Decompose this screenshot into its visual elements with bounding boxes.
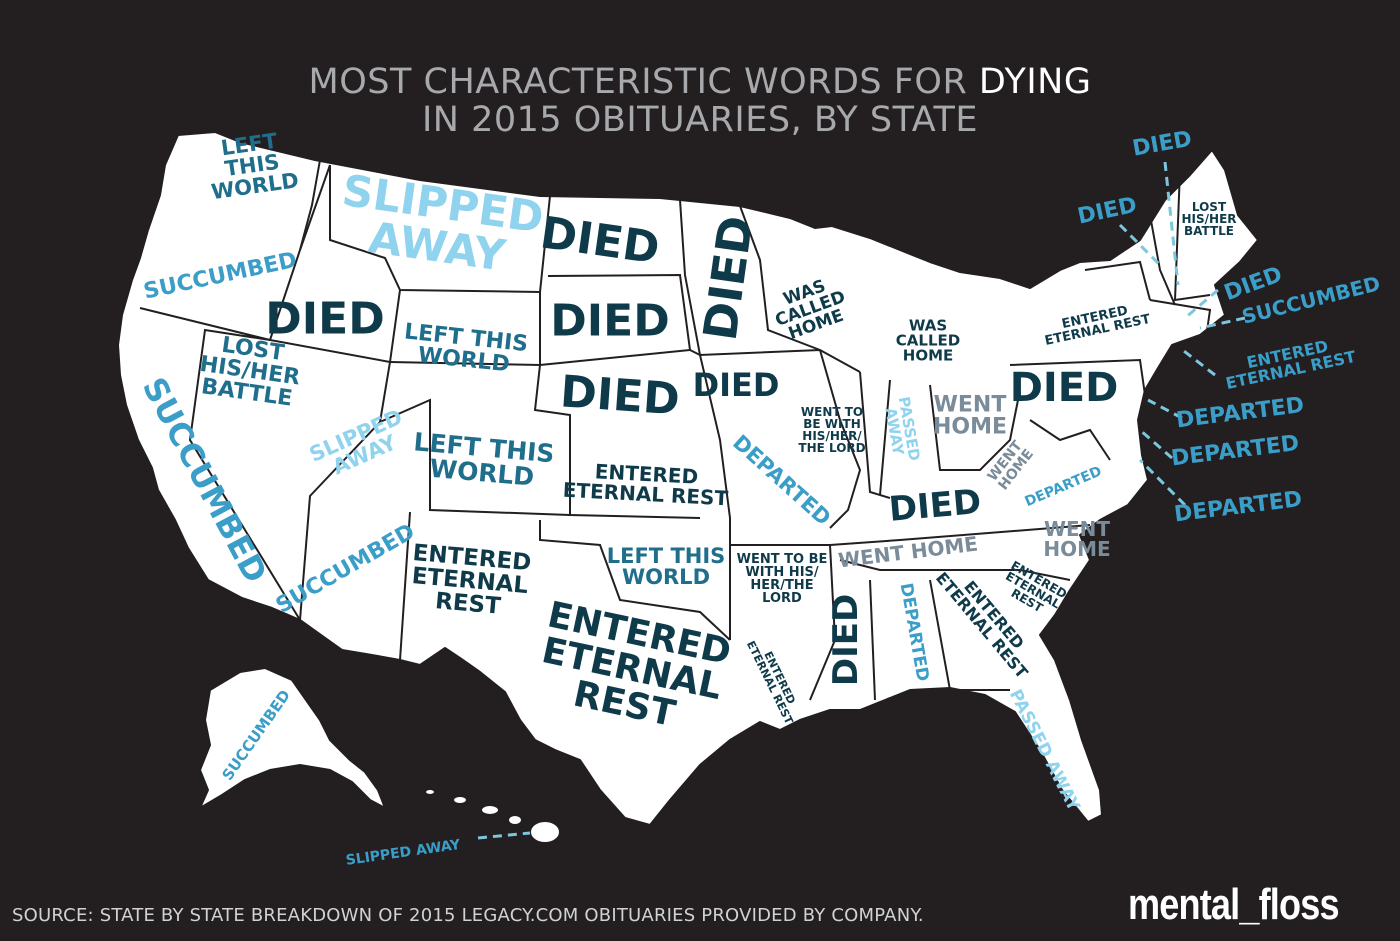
state-label-il-line: WENT TO: [801, 405, 863, 419]
state-label-sd-line: DIED: [550, 295, 669, 346]
land-masses: [117, 131, 1259, 844]
state-label-ar: WENT TO BE WITH HIS/HER/THE LORD: [737, 552, 828, 606]
state-label-nj-line: DEPARTED: [1175, 393, 1306, 433]
state-label-ms: DIED: [826, 594, 866, 686]
state-label-ky-line: DIED: [887, 482, 982, 530]
state-label-id-line: DIED: [265, 293, 384, 344]
state-label-vt-line: DIED: [1075, 193, 1139, 230]
state-label-ar-line: WITH HIS/: [745, 565, 819, 580]
map-subtitle: IN 2015 OBITUARIES, BY STATE: [421, 100, 979, 140]
state-label-il-line: BE WITH: [803, 417, 860, 431]
leader-lines: [477, 161, 1246, 840]
state-label-il-line: THE LORD: [798, 441, 865, 455]
state-label-mi-line: CALLED: [896, 331, 960, 349]
state-label-mi-line: WAS: [909, 316, 947, 334]
state-label-nc: WENT HOME: [1043, 517, 1110, 561]
source-note: SOURCE: STATE BY STATE BREAKDOWN OF 2015…: [12, 905, 924, 926]
state-label-nh-line: DIED: [1131, 127, 1194, 162]
hawaii-islands: [424, 788, 561, 844]
contiguous-us-shape: [117, 131, 1259, 826]
state-label-mi-line: HOME: [903, 346, 953, 364]
state-label-pa-line: DIED: [1010, 365, 1119, 411]
state-label-oh-line: WENT: [934, 393, 1007, 418]
state-label-oh: WENT HOME: [933, 393, 1007, 440]
state-label-ok: LEFT THIS WORLD: [607, 544, 726, 589]
state-borders: [139, 159, 1212, 701]
title-line1-prefix: MOST CHARACTERISTIC WORDS FOR: [308, 62, 979, 102]
state-label-vt: DIED: [1075, 193, 1139, 230]
state-label-nv: LOSTHIS/HERBATTLE: [195, 330, 305, 412]
state-label-ar-line: LORD: [762, 591, 802, 606]
state-label-id: DIED: [265, 293, 384, 344]
state-label-me: LOST HIS/HER BATTLE: [1181, 200, 1236, 238]
state-label-me-line: HIS/HER: [1181, 212, 1236, 226]
state-label-ks-line: ENTERED: [594, 459, 698, 488]
state-label-ct: ENTEREDETERNAL REST: [1221, 331, 1358, 393]
state-label-hi: SLIPPED AWAY: [345, 837, 462, 869]
state-label-oh-line: HOME: [933, 415, 1007, 440]
state-label-me-line: LOST: [1192, 200, 1227, 214]
state-label-ne-line: DIED: [559, 366, 682, 425]
state-label-il: WENT TO BE WITH HIS/HER/THE LORD: [798, 405, 865, 455]
state-label-md-line: DEPARTED: [1173, 487, 1304, 527]
state-label-ar-line: WENT TO BE: [737, 552, 828, 567]
state-label-de: DEPARTED: [1170, 431, 1301, 471]
state-label-ok-line: WORLD: [622, 565, 710, 589]
state-label-ar-line: HER/THE: [750, 578, 813, 593]
state-label-md: DEPARTED: [1173, 487, 1304, 527]
map-title: MOST CHARACTERISTIC WORDS FOR DYING: [0, 60, 1400, 104]
state-label-ne: DIED: [559, 366, 682, 425]
state-label-ok-line: LEFT THIS: [607, 544, 726, 568]
state-label-il-line: HIS/HER/: [802, 429, 862, 443]
state-label-nj: DEPARTED: [1175, 393, 1306, 433]
state-label-pa: DIED: [1010, 365, 1119, 411]
state-label-ia-line: DIED: [693, 366, 780, 404]
state-label-nc-line: HOME: [1043, 537, 1110, 561]
state-label-de-line: DEPARTED: [1170, 431, 1301, 471]
state-label-sd: DIED: [550, 295, 669, 346]
title-highlight: DYING: [978, 62, 1092, 102]
state-label-nm-line: REST: [434, 588, 502, 620]
mental-floss-logo: mental_floss: [1128, 880, 1340, 929]
state-label-mi: WAS CALLED HOME: [896, 316, 960, 364]
state-label-me-line: BATTLE: [1184, 224, 1234, 238]
state-label-ia: DIED: [693, 366, 780, 404]
state-label-ms-line: DIED: [826, 594, 866, 686]
state-label-nc-line: WENT: [1044, 517, 1110, 541]
alaska-shape: [199, 667, 386, 809]
state-label-ky: DIED: [887, 482, 982, 530]
state-label-mt: SLIPPEDAWAY: [333, 166, 546, 286]
state-label-nh: DIED: [1131, 127, 1194, 162]
state-label-hi-line: SLIPPED AWAY: [345, 837, 462, 869]
